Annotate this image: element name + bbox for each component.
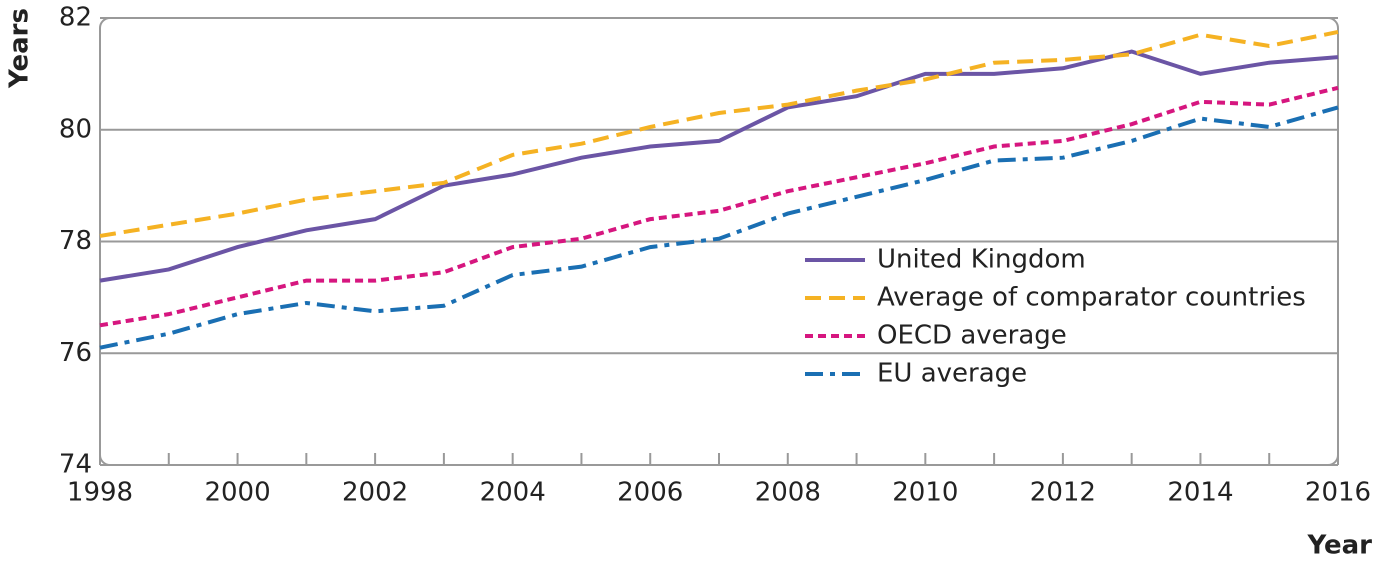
x-tick-label: 2006 xyxy=(617,478,683,508)
y-axis-label: Years xyxy=(5,8,35,89)
x-tick-label: 2012 xyxy=(1030,478,1096,508)
x-tick-label: 2008 xyxy=(755,478,821,508)
line xyxy=(99,30,1339,238)
y-tick-label: 80 xyxy=(59,114,92,144)
legend-label: United Kingdom xyxy=(877,245,1086,275)
x-tick-label: 2010 xyxy=(892,478,958,508)
x-tick-label: 2016 xyxy=(1305,478,1371,508)
line xyxy=(99,105,1339,350)
y-tick-label: 76 xyxy=(59,338,92,368)
x-tick-label: 1998 xyxy=(67,478,133,508)
x-tick-label: 2004 xyxy=(480,478,546,508)
legend-label: OECD average xyxy=(877,321,1067,351)
y-tick-label: 74 xyxy=(59,450,92,480)
line xyxy=(99,85,1339,328)
x-tick-label: 2000 xyxy=(204,478,270,508)
legend-label: Average of comparator countries xyxy=(877,283,1306,313)
x-tick-label: 2014 xyxy=(1167,478,1233,508)
y-tick-label: 78 xyxy=(59,226,92,256)
legend-label: EU average xyxy=(877,359,1027,389)
x-axis-label: Year xyxy=(1307,531,1373,561)
x-tick-label: 2002 xyxy=(342,478,408,508)
line xyxy=(99,49,1339,283)
y-tick-label: 82 xyxy=(59,3,92,33)
